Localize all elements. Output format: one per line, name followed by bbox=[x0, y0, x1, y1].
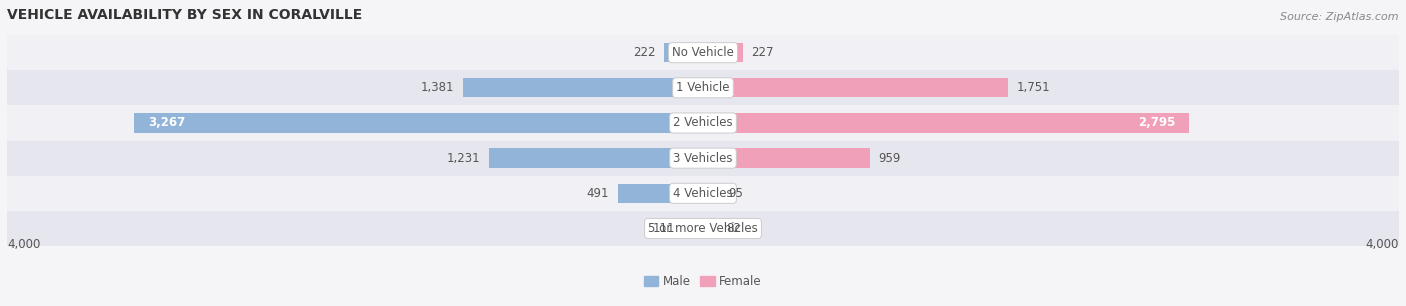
Bar bbox=[135, 113, 703, 133]
Bar bbox=[7, 105, 1399, 140]
Text: 4,000: 4,000 bbox=[7, 238, 41, 251]
Text: 4 Vehicles: 4 Vehicles bbox=[673, 187, 733, 200]
Bar bbox=[703, 148, 870, 168]
Bar bbox=[7, 211, 1399, 246]
Bar bbox=[665, 43, 703, 62]
Bar bbox=[703, 219, 717, 238]
Bar bbox=[463, 78, 703, 98]
Bar bbox=[683, 219, 703, 238]
Bar bbox=[7, 70, 1399, 105]
Text: 2 Vehicles: 2 Vehicles bbox=[673, 117, 733, 129]
Bar bbox=[7, 140, 1399, 176]
Bar bbox=[489, 148, 703, 168]
Text: Source: ZipAtlas.com: Source: ZipAtlas.com bbox=[1281, 13, 1399, 22]
Text: 4,000: 4,000 bbox=[1365, 238, 1399, 251]
Bar bbox=[703, 113, 1189, 133]
Text: 1,381: 1,381 bbox=[420, 81, 454, 94]
Bar bbox=[703, 184, 720, 203]
Bar bbox=[703, 43, 742, 62]
Text: 222: 222 bbox=[633, 46, 655, 59]
Text: 5 or more Vehicles: 5 or more Vehicles bbox=[648, 222, 758, 235]
Text: 95: 95 bbox=[728, 187, 744, 200]
Bar bbox=[703, 78, 1008, 98]
Text: 959: 959 bbox=[879, 152, 901, 165]
Text: VEHICLE AVAILABILITY BY SEX IN CORALVILLE: VEHICLE AVAILABILITY BY SEX IN CORALVILL… bbox=[7, 9, 363, 22]
Text: 1,751: 1,751 bbox=[1017, 81, 1050, 94]
Bar bbox=[7, 176, 1399, 211]
Text: 111: 111 bbox=[652, 222, 675, 235]
Bar bbox=[617, 184, 703, 203]
Text: 1 Vehicle: 1 Vehicle bbox=[676, 81, 730, 94]
Legend: Male, Female: Male, Female bbox=[640, 271, 766, 293]
Text: No Vehicle: No Vehicle bbox=[672, 46, 734, 59]
Text: 491: 491 bbox=[586, 187, 609, 200]
Text: 227: 227 bbox=[751, 46, 773, 59]
Text: 82: 82 bbox=[725, 222, 741, 235]
Text: 3,267: 3,267 bbox=[149, 117, 186, 129]
Text: 1,231: 1,231 bbox=[447, 152, 479, 165]
Text: 2,795: 2,795 bbox=[1137, 117, 1175, 129]
Bar bbox=[7, 35, 1399, 70]
Text: 3 Vehicles: 3 Vehicles bbox=[673, 152, 733, 165]
